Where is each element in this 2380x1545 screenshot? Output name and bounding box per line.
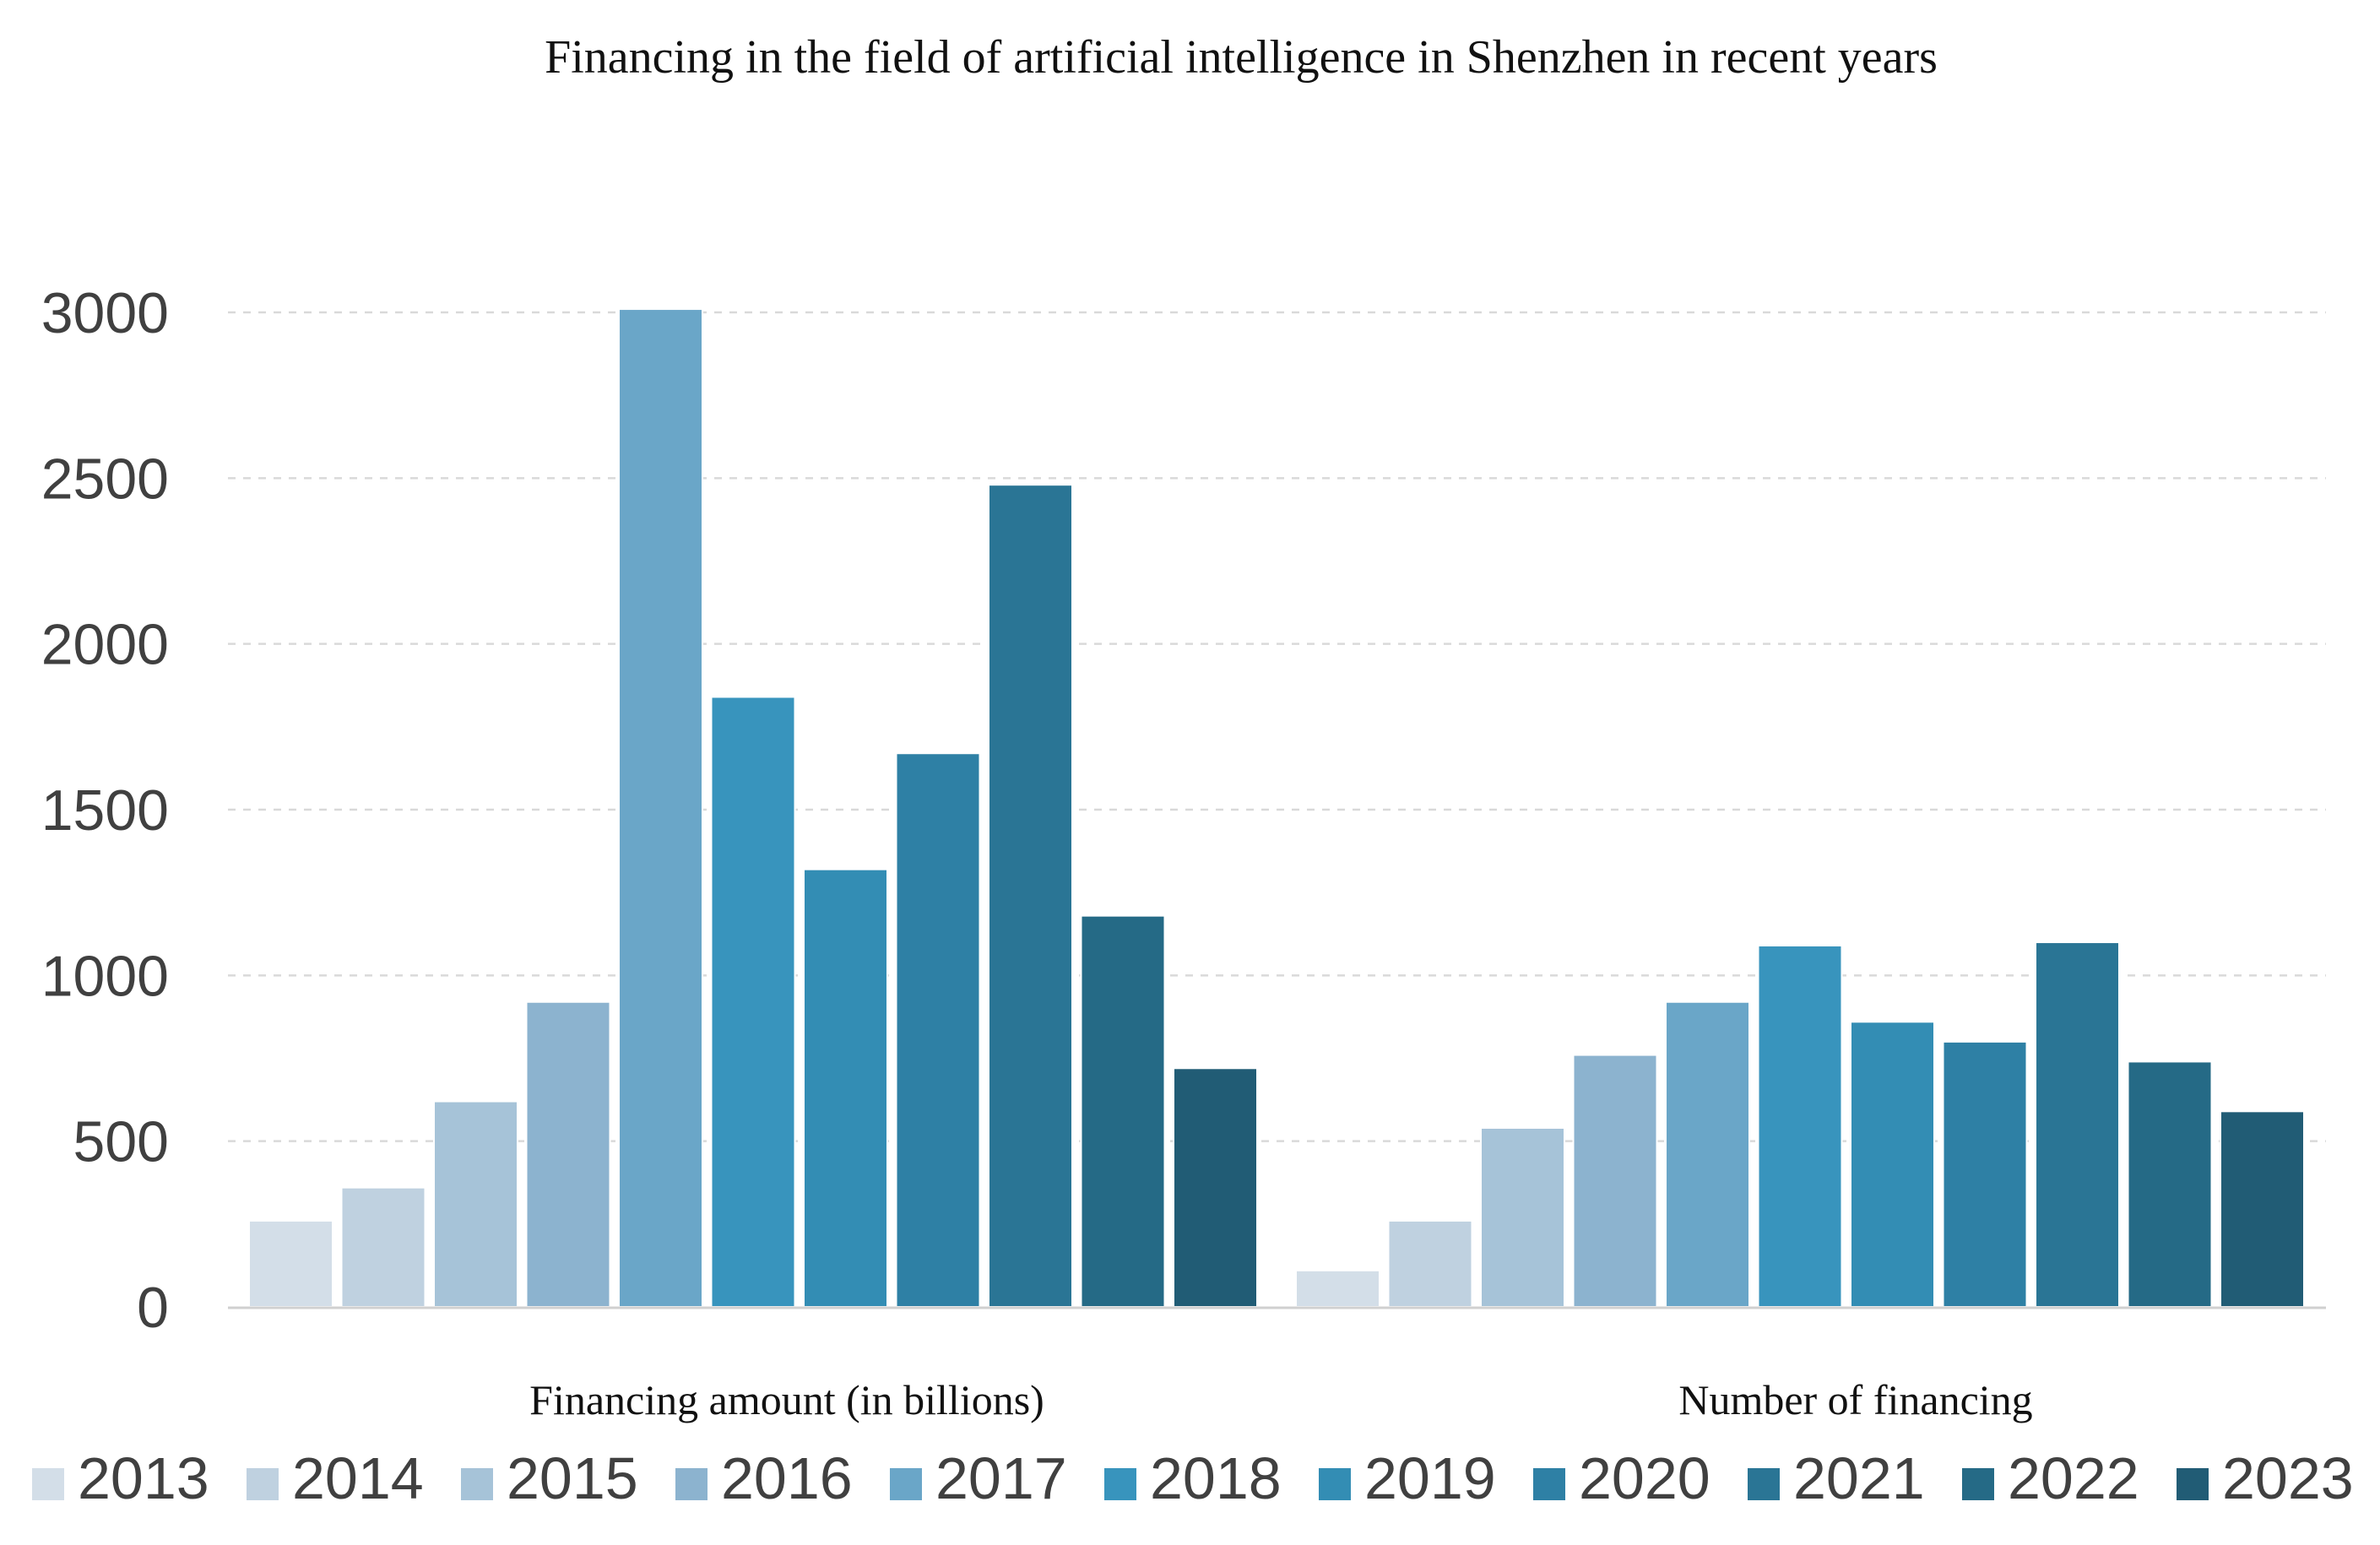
legend-swatch-2014 [247,1468,279,1500]
legend-label-2015: 2015 [507,1445,638,1511]
legend-swatch-2013 [32,1468,64,1500]
chart-title: Financing in the field of artificial int… [545,31,1938,84]
bars [248,308,2305,1309]
bar-amount-2021 [988,484,1073,1308]
bar-amount-2014 [340,1186,426,1309]
bar-amount-2020 [895,752,981,1308]
bar-count-2018 [1757,944,1843,1308]
legend-swatch-2015 [461,1468,493,1500]
legend-swatch-2018 [1104,1468,1136,1500]
bar-count-2017 [1665,1000,1750,1309]
bar-count-2020 [1942,1040,2028,1309]
category-label: Number of financing [1678,1376,2032,1423]
bar-amount-2023 [1173,1067,1258,1309]
bar-count-2013 [1295,1269,1380,1308]
bar-amount-2013 [248,1219,333,1308]
y-tick-label: 2000 [41,613,169,677]
y-tick-label: 500 [73,1110,169,1174]
legend-swatch-2017 [890,1468,922,1500]
legend-swatch-2019 [1319,1468,1351,1500]
legend-label-2016: 2016 [721,1445,853,1511]
legend-label-2021: 2021 [1793,1445,1925,1511]
legend-label-2023: 2023 [2222,1445,2354,1511]
y-tick-label: 1500 [41,778,169,843]
bar-amount-2022 [1080,914,1166,1308]
legend-label-2013: 2013 [78,1445,209,1511]
legend-label-2022: 2022 [2008,1445,2139,1511]
y-tick-label: 3000 [41,281,169,345]
legend-label-2018: 2018 [1150,1445,1282,1511]
bar-count-2015 [1480,1126,1565,1308]
bar-amount-2016 [525,1000,611,1309]
legend: 2013 2014 2015 2016 2017 2018 2019 2020 2021 2022… [32,1445,2354,1511]
legend-swatch-2016 [675,1468,707,1500]
bar-amount-2019 [803,868,888,1309]
bar-amount-2018 [710,696,796,1308]
legend-swatch-2023 [2177,1468,2209,1500]
legend-swatch-2021 [1748,1468,1780,1500]
category-labels: Financing amount (in billions) Number of … [529,1376,2032,1423]
category-label: Financing amount (in billions) [529,1376,1044,1423]
legend-label-2020: 2020 [1579,1445,1710,1511]
legend-label-2019: 2019 [1364,1445,1496,1511]
legend-swatch-2022 [1962,1468,1994,1500]
y-tick-label: 2500 [41,447,169,511]
bar-amount-2017 [618,308,703,1308]
y-tick-label: 0 [137,1276,169,1340]
y-tick-label: 1000 [41,944,169,1008]
y-axis-ticks: 0 500 1000 1500 2000 2500 3000 [41,281,169,1340]
bar-count-2022 [2127,1060,2213,1308]
bar-count-2019 [1850,1021,1935,1308]
bar-count-2023 [2220,1110,2305,1308]
legend-swatch-2020 [1533,1468,1565,1500]
legend-label-2017: 2017 [935,1445,1067,1511]
bar-count-2021 [2035,941,2120,1308]
bar-count-2014 [1387,1219,1473,1308]
legend-label-2014: 2014 [292,1445,424,1511]
bar-count-2016 [1572,1054,1658,1309]
bar-amount-2015 [433,1100,518,1308]
